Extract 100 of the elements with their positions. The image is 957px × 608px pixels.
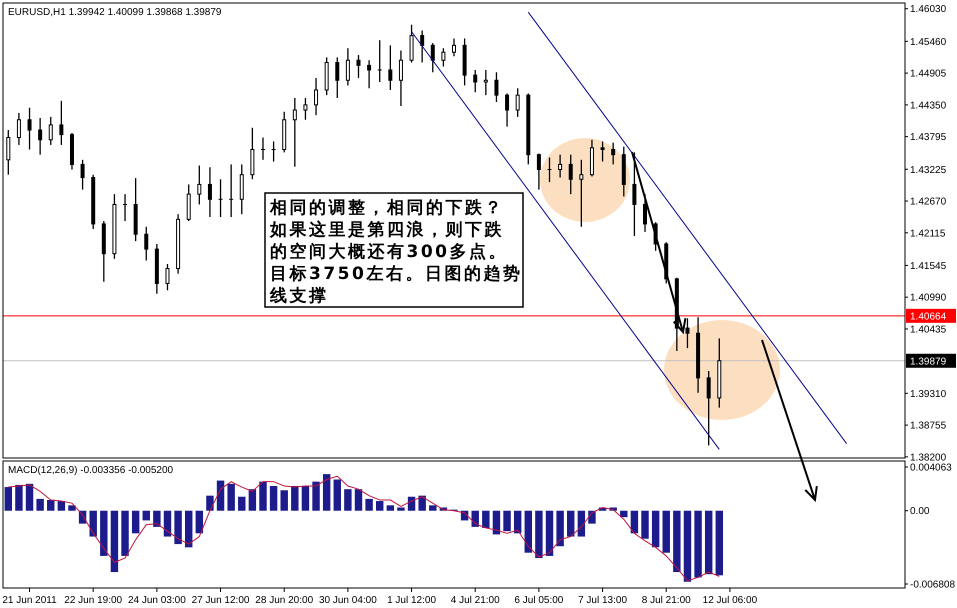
y-tick-label: 1.42670 (910, 196, 947, 208)
bar (196, 510, 204, 534)
bar (418, 496, 426, 511)
bar (47, 500, 54, 511)
candlestick (80, 159, 85, 190)
candlestick (314, 77, 318, 116)
bar (535, 510, 543, 558)
candlestick (197, 164, 202, 206)
x-tick-label: 21 Jun 2011 (2, 595, 58, 606)
bar (184, 510, 192, 548)
candlestick (335, 56, 340, 99)
y-tick-label: 1.43795 (910, 132, 947, 144)
bar (514, 510, 522, 534)
candlestick (346, 48, 350, 86)
bar (153, 510, 161, 527)
candlestick (611, 142, 616, 166)
bar (36, 498, 44, 511)
bar (694, 510, 702, 578)
bar (334, 480, 341, 511)
candlestick (356, 54, 360, 79)
candlestick (367, 60, 372, 89)
candlestick (473, 69, 478, 93)
ref-line-label: 1.39879 (910, 356, 947, 368)
x-tick-label: 1 Jul 12:00 (387, 595, 436, 606)
chart-title: MACD(12,26,9) -0.003356 -0.005200 (8, 465, 174, 476)
bar (4, 487, 12, 511)
bar (142, 510, 150, 520)
bar (620, 510, 628, 518)
y-tick-label: -0.006808 (910, 579, 956, 590)
ref-line-label: 1.40664 (910, 311, 947, 322)
candlestick (28, 107, 32, 150)
bar (397, 507, 405, 511)
candlestick (122, 194, 128, 222)
bar (322, 474, 330, 511)
bar (259, 482, 267, 511)
bar (58, 501, 66, 511)
x-tick-label: 30 Jun 04:00 (318, 595, 378, 606)
y-tick-label: 1.38755 (910, 420, 947, 432)
bar (302, 486, 310, 511)
x-tick-label: 4 Jul 21:00 (450, 595, 500, 606)
candlestick (59, 100, 64, 146)
chart-title: EURUSD,H1 1.39942 1.40099 1.39868 1.39879 (8, 7, 222, 18)
bar (408, 496, 416, 511)
candlestick (547, 156, 552, 183)
bar (630, 510, 638, 534)
bar (704, 510, 712, 574)
candlestick (632, 152, 636, 237)
x-tick-label: 7 Jul 13:00 (578, 595, 628, 606)
candlestick (218, 178, 224, 218)
candlestick (505, 92, 510, 128)
y-tick-label: 1.42115 (910, 228, 946, 240)
y-tick-label: 1.40435 (910, 324, 947, 336)
bar (248, 489, 256, 511)
candlestick (600, 140, 605, 162)
bar (121, 510, 129, 556)
x-tick-label: 24 Jun 03:00 (128, 595, 186, 606)
bar (344, 489, 352, 511)
bar (503, 510, 511, 532)
bar (556, 510, 564, 546)
bar (227, 484, 235, 511)
x-tick-label: 27 Jun 12:00 (192, 595, 250, 606)
y-tick-label: 1.45460 (910, 36, 947, 48)
bar (652, 510, 660, 548)
bar (578, 510, 586, 537)
bar (684, 510, 692, 582)
x-tick-label: 28 Jun 20:00 (255, 595, 314, 606)
candlestick (16, 112, 21, 146)
bar (716, 510, 724, 576)
candlestick (303, 97, 308, 120)
candlestick (579, 159, 584, 228)
bar (15, 484, 23, 511)
bar (132, 510, 140, 534)
x-tick-label: 12 Jul 06:00 (702, 595, 758, 606)
candlestick (398, 50, 403, 107)
y-tick-label: 1.43225 (910, 164, 947, 176)
candlestick (6, 129, 10, 176)
bar (216, 480, 224, 511)
bar (100, 510, 108, 556)
candlestick (430, 42, 435, 73)
bar (376, 501, 384, 511)
y-tick-label: 1.44905 (910, 68, 947, 80)
bar (482, 510, 490, 528)
candlestick (643, 194, 648, 233)
bar (270, 486, 278, 511)
bar (365, 498, 373, 511)
annotation: 相同的调整，相同的下跌？如果这里是第四浪，则下跌的空间大概还有300多点。目标3750左右。日图的趋势线支撑 (269, 198, 522, 306)
bar (546, 510, 554, 556)
bar (673, 510, 681, 572)
y-tick-label: 1.41545 (910, 260, 947, 272)
candlestick (494, 72, 498, 103)
candlestick (271, 140, 276, 162)
y-tick-label: 1.38200 (910, 452, 947, 464)
candlestick (516, 88, 520, 118)
bar (206, 496, 214, 511)
candlestick (441, 48, 446, 68)
bar (280, 490, 288, 511)
bar (386, 505, 394, 511)
candlestick (536, 152, 541, 190)
bar (110, 510, 118, 572)
candlestick (292, 97, 297, 168)
